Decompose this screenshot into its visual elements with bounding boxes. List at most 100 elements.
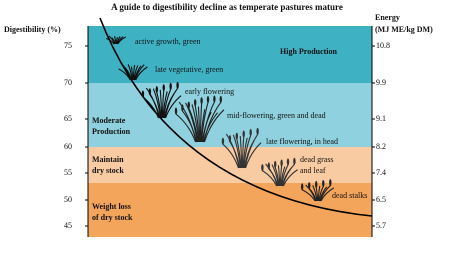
grass-blade (203, 109, 225, 143)
grass-blade (194, 105, 200, 143)
seed-head (308, 182, 311, 190)
right-tick-label: 8.2 (376, 142, 386, 151)
seed-head (228, 135, 232, 143)
right-tick-label: 5.7 (376, 221, 386, 230)
grass-blade (200, 102, 209, 143)
grass-blade (163, 89, 172, 119)
grass-blade (242, 137, 248, 169)
grass-blade (191, 104, 200, 143)
grass-blade (236, 139, 242, 169)
stage-label: and leaf (300, 166, 326, 175)
grass-blade (241, 137, 245, 169)
seed-head (141, 90, 145, 98)
zone-label: High Production (280, 47, 338, 56)
seed-head (329, 179, 332, 187)
stage-label: early flowering (185, 87, 234, 96)
seed-head (256, 127, 259, 135)
seed-head (176, 81, 179, 89)
grass-blade (134, 64, 145, 81)
grass-blade (115, 37, 118, 45)
grass-blade (149, 94, 161, 119)
left-tick-label: 60 (64, 142, 72, 151)
decline-curve (99, 17, 373, 217)
grass-blade (277, 165, 281, 187)
grass-blade (111, 37, 116, 45)
right-tick-label: 7.4 (376, 168, 386, 177)
grass-blade (280, 164, 289, 187)
grass-blade (152, 88, 161, 119)
grass-blade (165, 95, 182, 119)
stage-label: dead stalks (332, 191, 367, 200)
seed-head (293, 157, 296, 165)
grass-blade (161, 90, 165, 119)
grass-blade (114, 36, 117, 45)
grass-blade (105, 37, 115, 45)
grass-blade (268, 168, 279, 187)
left-tick-label: 55 (64, 168, 72, 177)
grass-blade (229, 141, 241, 169)
right-tick-label: 10.8 (376, 41, 390, 50)
grass-blade (320, 187, 335, 202)
zone-maintain (88, 147, 372, 183)
grass-blade (130, 66, 134, 81)
right-axis-label: Energy (375, 13, 400, 22)
seed-head (187, 101, 190, 109)
left-tick-label: 75 (64, 41, 72, 50)
left-axis-label: Digestibility (%) (4, 25, 61, 34)
left-tick-label: 70 (64, 78, 72, 87)
grass-blade (175, 113, 197, 143)
stage-label: late vegetative, green (155, 65, 223, 74)
grass-blade (280, 166, 286, 187)
seed-head (249, 128, 252, 136)
seed-head (274, 160, 277, 168)
grass-blade (232, 134, 241, 169)
stage-label: active growth, green (135, 37, 201, 46)
zone-label: dry stock (92, 166, 124, 175)
seed-head (267, 162, 270, 170)
grass-blade (244, 134, 259, 169)
grass-blade (308, 188, 317, 202)
zone-label: Weight loss (92, 202, 131, 211)
right-tick-label: 6.5 (376, 195, 386, 204)
seed-head (155, 86, 158, 94)
grass-blade (222, 143, 239, 169)
seed-head (200, 97, 203, 105)
grass-blade (282, 169, 298, 187)
zone-label: Moderate (92, 116, 126, 125)
zone-label: Maintain (92, 155, 124, 164)
grass-blade (164, 88, 179, 119)
seed-head (261, 164, 264, 172)
grass-blade (312, 185, 318, 202)
grass-blade (199, 103, 203, 143)
grass-blade (127, 64, 133, 81)
seed-head (162, 84, 165, 92)
stage-label: late flowering, in head (266, 137, 338, 146)
left-tick-label: 45 (64, 221, 72, 230)
grass-blade (203, 102, 222, 143)
grass-blade (282, 163, 295, 187)
grass-blade (279, 165, 283, 187)
left-tick-label: 65 (64, 114, 72, 123)
seed-head (242, 130, 245, 138)
grass-blade (243, 135, 252, 169)
seed-head (148, 88, 152, 96)
grass-blade (117, 36, 127, 45)
grass-blade (318, 186, 324, 202)
zone-label: of dry stock (92, 213, 133, 222)
seed-head (286, 158, 290, 166)
grass-blade (133, 65, 139, 81)
grass-blade (156, 92, 162, 119)
grass-blade (319, 185, 331, 202)
grass-blade (271, 164, 280, 187)
grass-blade (162, 91, 168, 119)
seed-head (322, 179, 325, 187)
seed-head (181, 104, 184, 112)
right-tick-label: 9.1 (376, 114, 386, 123)
seed-head (213, 95, 216, 103)
grass-blade (200, 109, 206, 143)
grass-blade (197, 106, 201, 143)
grass-blade (185, 102, 198, 143)
seed-head (315, 180, 318, 188)
grass-blade (188, 107, 199, 143)
